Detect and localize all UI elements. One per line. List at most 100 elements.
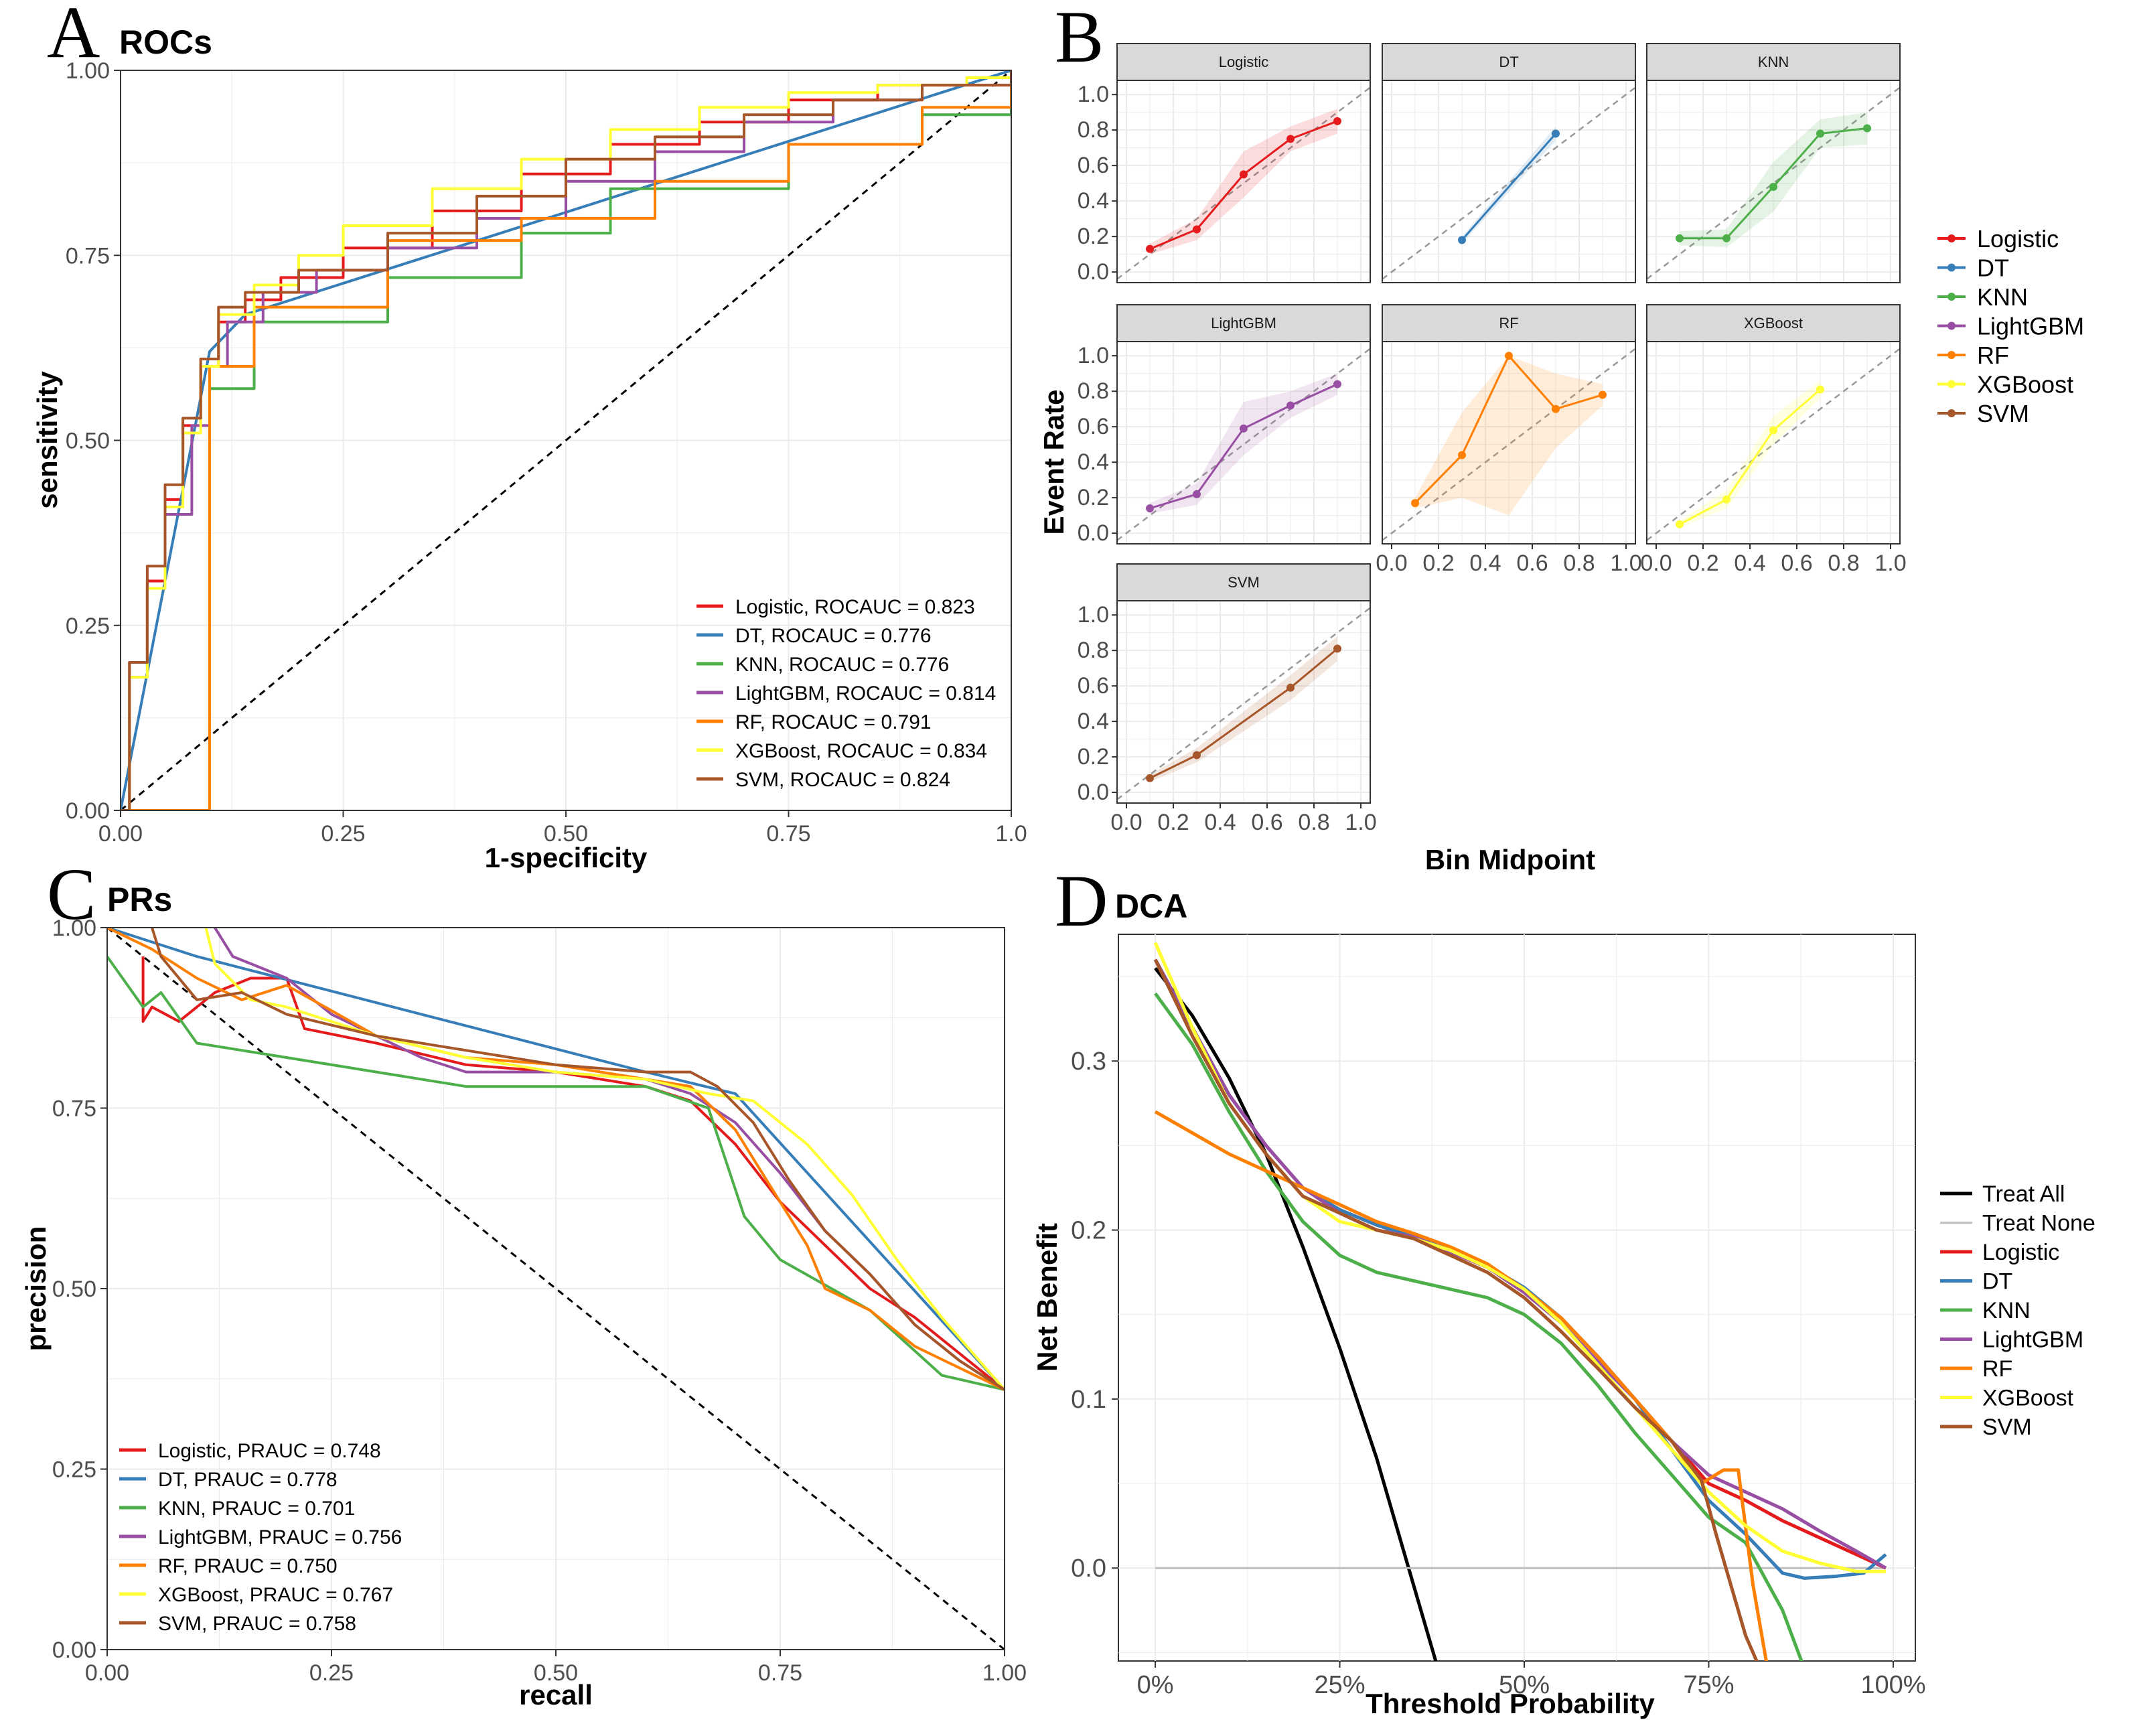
- panel-a-y-tick-label: 0.00: [66, 798, 110, 824]
- facet-confidence-band: [1150, 636, 1337, 782]
- panel-c-legend: Logistic, PRAUC = 0.748 DT, PRAUC = 0.778…: [119, 1440, 402, 1635]
- facet-frame: [1646, 80, 1901, 283]
- facet-y-tick-label: 1.0: [1078, 343, 1109, 368]
- panel-d-frame: [1118, 934, 1916, 1662]
- panel-c-curves: [107, 928, 1005, 1391]
- panel-d-x-label: Threshold Probability: [1366, 1688, 1655, 1719]
- panel-c-y-tick-label: 1.00: [52, 916, 96, 941]
- panel-a-x-tick-label: 0.25: [321, 821, 365, 847]
- panel-a-y-tick-label: 0.25: [66, 613, 110, 639]
- legend-key-dot-logistic: [1947, 234, 1956, 242]
- facet-calibration-point: [1333, 117, 1341, 125]
- legend-label: KNN, PRAUC = 0.701: [158, 1498, 355, 1520]
- facet-x-tick-label: 0.4: [1734, 551, 1765, 576]
- dca-curve-rf: [1154, 1110, 1768, 1661]
- legend-key-dot-xgboost: [1947, 380, 1956, 388]
- panel-a-letter: A: [47, 0, 100, 73]
- panel-c-x-label: recall: [519, 1679, 593, 1711]
- facet-confidence-band: [1150, 108, 1337, 255]
- panel-c-x-tick-label: 0.00: [85, 1660, 129, 1686]
- legend-label: SVM: [1977, 400, 2029, 427]
- facet-x-tick-label: 0.6: [1516, 551, 1548, 576]
- legend-label: KNN: [1982, 1298, 2031, 1323]
- legend-key-dot-knn: [1947, 293, 1956, 301]
- panel-b-facets: Logistic 0.0 0.2 0.4 0.6 0.8 1.0 DT KNN LightGBM 0…: [1078, 43, 1907, 835]
- facet-strip-label: XGBoost: [1744, 315, 1803, 332]
- legend-key-dot-rf: [1947, 351, 1956, 359]
- facet-x-tick-label: 0.0: [1640, 551, 1672, 576]
- facet-strip-label: Logistic: [1219, 54, 1269, 70]
- panel-c-y-tick-label: 0.25: [52, 1457, 96, 1483]
- panel-a-x-tick-label: 1.0: [995, 821, 1027, 847]
- facet-frame: [1382, 80, 1636, 283]
- legend-label: Logistic, ROCAUC = 0.823: [735, 596, 975, 618]
- facet-calibration-point: [1193, 490, 1201, 498]
- facet-y-tick-label: 0.6: [1078, 673, 1109, 699]
- legend-label: XGBoost, ROCAUC = 0.834: [735, 740, 987, 762]
- legend-label: RF, ROCAUC = 0.791: [735, 711, 932, 733]
- panel-a-y-tick-label: 0.75: [66, 243, 110, 269]
- facet-y-tick-label: 0.0: [1078, 259, 1109, 285]
- facet-calibration-point: [1458, 236, 1466, 244]
- panel-c-x-tick-label: 1.00: [982, 1660, 1027, 1686]
- panel-d-y-tick-label: 0.2: [1071, 1217, 1106, 1245]
- facet-y-tick-label: 1.0: [1078, 602, 1109, 628]
- panel-c-x-tick-label: 0.50: [534, 1660, 578, 1686]
- facet-calibration-point: [1769, 426, 1777, 435]
- facet-x-tick-label: 1.0: [1610, 551, 1641, 576]
- panel-d-x-tick-label: 100%: [1860, 1671, 1925, 1699]
- legend-key-dot-lightgbm: [1947, 321, 1956, 330]
- panel-d-curves: [1153, 942, 1887, 1661]
- facet-confidence-band: [1415, 356, 1603, 516]
- legend-label: XGBoost: [1982, 1386, 2074, 1411]
- facet-lightgbm: LightGBM 0.0 0.2 0.4 0.6 0.8 1.0: [1078, 304, 1371, 546]
- panel-a-reference-line: [120, 69, 1012, 812]
- facet-calibration-point: [1505, 352, 1513, 360]
- panel-d-y-tick-label: 0.0: [1071, 1554, 1106, 1583]
- legend-label: LightGBM, PRAUC = 0.756: [158, 1526, 402, 1548]
- facet-frame: [1382, 341, 1636, 545]
- facet-x-tick-label: 0.8: [1563, 551, 1595, 576]
- panel-b-x-label: Bin Midpoint: [1425, 844, 1595, 875]
- legend-label: SVM, PRAUC = 0.758: [158, 1613, 356, 1635]
- panel-c: C PRs 0.000.250.500.751.00 0.00 0.25 0.50 0…: [20, 853, 1027, 1711]
- legend-label: XGBoost: [1977, 371, 2073, 399]
- facet-calibration-point: [1552, 129, 1560, 138]
- panel-a-x-label: 1-specificity: [485, 842, 648, 873]
- panel-d-y-tick-label: 0.1: [1071, 1386, 1106, 1414]
- panel-c-x-tick-label: 0.25: [309, 1660, 354, 1686]
- facet-knn: KNN: [1646, 43, 1901, 283]
- facet-y-tick-label: 0.6: [1078, 153, 1109, 178]
- facet-calibration-point: [1411, 499, 1419, 508]
- facet-calibration-line: [1149, 648, 1338, 780]
- legend-label: LightGBM, ROCAUC = 0.814: [735, 682, 996, 705]
- facet-xgboost: XGBoost 0.0 0.2 0.4 0.6 0.8 1.0: [1640, 304, 1907, 576]
- panel-c-y-ticks: 0.00 0.25 0.50 0.75 1.00: [52, 916, 107, 1663]
- facet-confidence-band: [1680, 380, 1820, 528]
- facet-strip-label: KNN: [1758, 54, 1789, 70]
- facet-y-tick-label: 0.2: [1078, 224, 1109, 249]
- facet-calibration-point: [1458, 451, 1466, 459]
- facet-y-tick-label: 0.4: [1078, 449, 1109, 475]
- facet-y-tick-label: 0.2: [1078, 744, 1109, 770]
- panel-d-y-ticks: 0.0 0.1 0.2 0.3: [1071, 1047, 1118, 1583]
- facet-x-tick-label: 0.0: [1110, 810, 1142, 835]
- facet-calibration-point: [1240, 170, 1248, 179]
- legend-label: DT: [1982, 1269, 2012, 1295]
- facet-dt: DT: [1382, 43, 1636, 283]
- facet-calibration-point: [1676, 234, 1684, 242]
- facet-calibration-point: [1599, 390, 1607, 399]
- facet-frame: [1116, 80, 1371, 283]
- legend-label: KNN, ROCAUC = 0.776: [735, 654, 949, 676]
- facet-x-tick-label: 0.8: [1828, 551, 1859, 576]
- facet-calibration-point: [1240, 424, 1248, 433]
- facet-frame: [1646, 341, 1901, 545]
- panel-a: A ROCs 0.00 0.25 0.50 0.75 1.00 0.00 0.25 0.50…: [31, 0, 1027, 873]
- pr-curve-rf: [107, 928, 1005, 1391]
- legend-label: DT: [1977, 255, 2009, 282]
- facet-x-tick-label: 0.8: [1298, 810, 1329, 835]
- panel-a-x-tick-label: 0.75: [766, 821, 810, 847]
- facet-strip: [1116, 563, 1371, 601]
